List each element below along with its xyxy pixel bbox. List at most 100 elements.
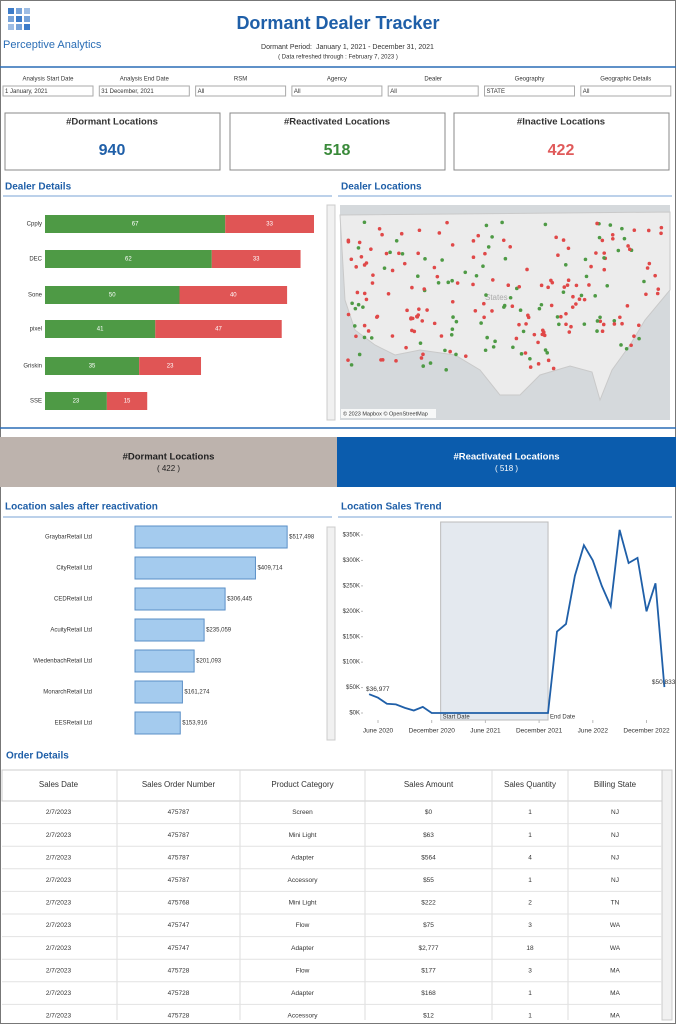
map-dot (526, 313, 530, 318)
scrollbar[interactable] (326, 204, 336, 421)
map-dot (417, 228, 422, 233)
kpi-value: 518 (324, 142, 351, 159)
map-dot (346, 358, 350, 362)
map-dot (627, 247, 632, 252)
map-dot (646, 228, 651, 233)
filter-box[interactable] (387, 85, 479, 97)
table-cell: 475787 (168, 809, 190, 816)
map-dot (519, 352, 524, 356)
table-cell: 475747 (168, 922, 190, 929)
filter-value: All (390, 89, 397, 95)
map-dot (524, 322, 528, 326)
table-cell: 475787 (168, 832, 190, 839)
map-dot (379, 358, 383, 362)
table-cell: 2/7/2023 (46, 945, 72, 952)
filter-box[interactable] (195, 85, 287, 97)
annotation: Start Date (443, 715, 471, 721)
map-dot (450, 327, 455, 332)
map-dot (463, 270, 468, 275)
map-dot (421, 364, 426, 368)
map-dot (647, 261, 652, 266)
tab[interactable] (0, 437, 337, 487)
filter-label: Agency (327, 77, 347, 83)
scrollbar[interactable] (661, 769, 673, 1021)
column-header: Sales Amount (404, 780, 454, 789)
map-dot (571, 294, 575, 299)
filter-box[interactable] (291, 85, 383, 97)
x-tick-label: December 2021 (516, 728, 563, 735)
map-dot (629, 343, 633, 348)
map-dot (370, 281, 375, 285)
y-tick-label: $50K (346, 685, 360, 691)
map-dot (574, 302, 578, 306)
table-cell: $222 (421, 900, 436, 907)
map-dot (501, 238, 506, 243)
filter-label: Dealer (424, 77, 442, 83)
map-dot (536, 362, 541, 366)
map-dot (537, 306, 542, 311)
map-dot (508, 245, 512, 249)
map-dot (602, 251, 607, 255)
map-dot (421, 352, 425, 357)
table-cell: 475787 (168, 854, 190, 861)
table-cell: WA (610, 945, 621, 952)
y-tick-label: MonarchRetail Ltd (43, 690, 92, 696)
map-dot (473, 309, 478, 313)
filter-value: All (583, 89, 590, 95)
map-dot (566, 246, 571, 251)
table-cell: 475728 (168, 967, 190, 974)
data-label: 41 (97, 327, 104, 333)
map-dot (490, 309, 494, 313)
bar-segment (179, 286, 288, 304)
map-dot (362, 335, 367, 340)
bar (134, 711, 181, 735)
bar (134, 525, 288, 549)
y-tick-label: WiedenbachRetail Ltd (33, 659, 92, 665)
map-dot (656, 287, 661, 291)
map-dot (546, 285, 550, 290)
data-label: $153,916 (182, 721, 208, 727)
map-dot (608, 223, 613, 227)
y-tick-label: Sone (28, 293, 43, 299)
map-dot (384, 251, 389, 256)
data-label: 40 (230, 293, 237, 299)
section-title: Order Details (6, 751, 69, 762)
map-dot (561, 238, 566, 242)
map-dot (490, 235, 494, 239)
table-cell: 1 (528, 990, 532, 997)
map-dot (369, 336, 374, 340)
map-dot (549, 303, 554, 308)
map-dot (359, 254, 364, 259)
map-dot (356, 246, 361, 250)
scrollbar[interactable] (326, 526, 336, 741)
y-tick-label: $100K (343, 660, 360, 666)
map-attribution: © 2023 Mapbox © OpenStreetMap (343, 410, 428, 417)
table-cell: 2/7/2023 (46, 877, 72, 884)
filter-box[interactable] (484, 85, 575, 97)
map-dot (503, 256, 508, 261)
table-cell: Accessory (288, 1013, 319, 1020)
filter-value: All (294, 89, 301, 95)
map-dot (577, 297, 582, 302)
table-header-bg (1, 769, 663, 802)
map-dot (482, 301, 486, 306)
table-cell: NJ (611, 877, 619, 884)
filter-box[interactable] (580, 85, 672, 97)
map-dot (444, 368, 448, 372)
map-dot (616, 248, 621, 253)
map-dot (423, 257, 427, 261)
data-label: $50,833 (652, 679, 676, 686)
tab[interactable] (337, 437, 676, 487)
map-dot (653, 273, 657, 278)
map-dot (349, 363, 354, 367)
filter-box[interactable] (2, 85, 94, 97)
filter-box[interactable] (98, 85, 190, 97)
table-cell: 2 (528, 900, 532, 907)
map-dot (637, 336, 641, 341)
map-dot (418, 341, 423, 345)
y-tick-label: GraybarRetail Ltd (45, 535, 92, 541)
data-label: $36,977 (366, 686, 390, 693)
map-dot (380, 232, 384, 237)
map-dot (612, 322, 617, 326)
